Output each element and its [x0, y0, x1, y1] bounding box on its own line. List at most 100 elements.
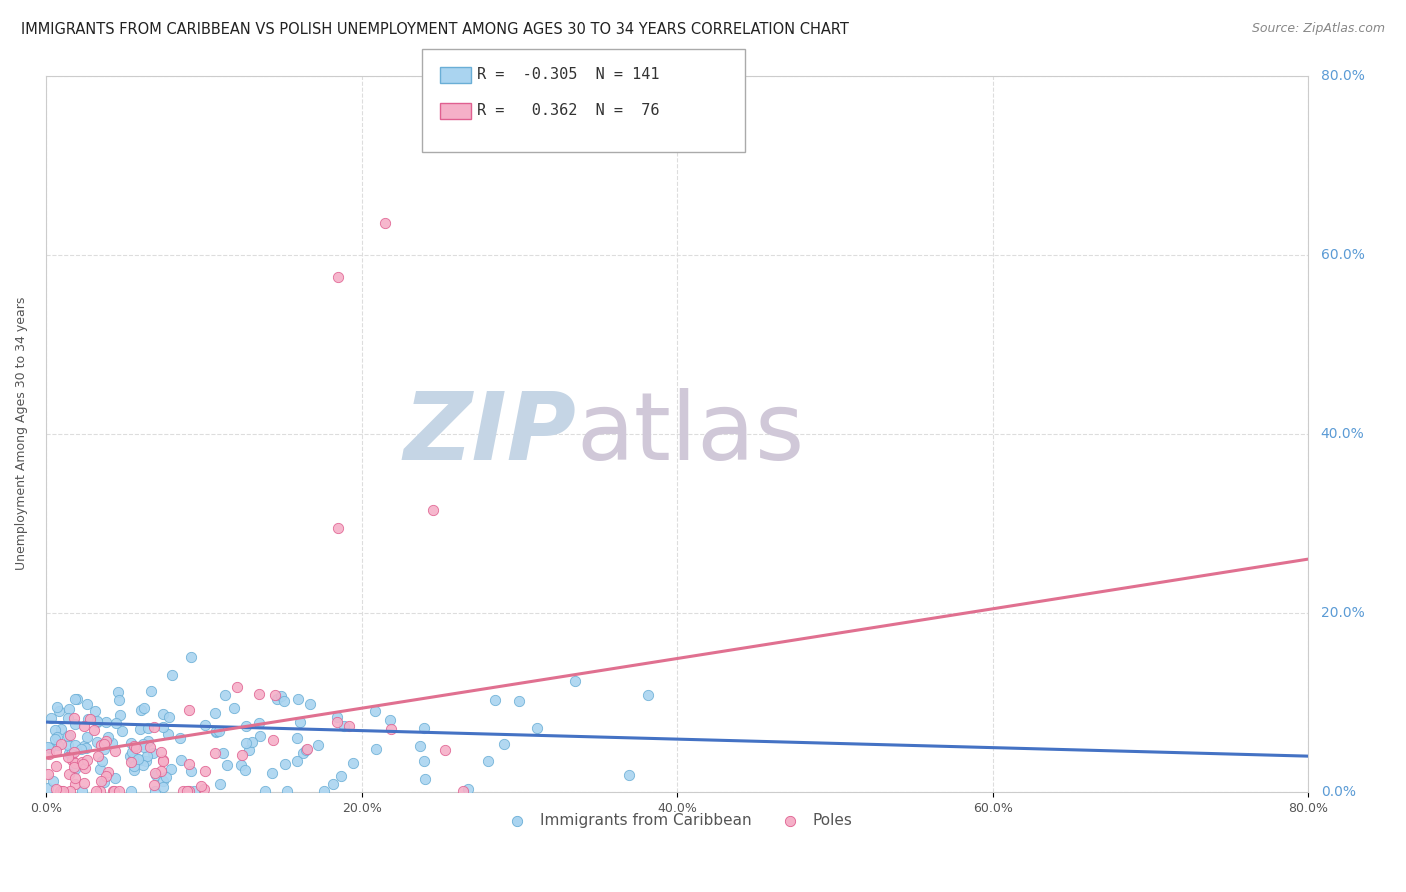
Point	[83, 723, 105, 738]
Point	[253, 784, 276, 798]
Point	[63, 738, 86, 752]
Point	[413, 755, 436, 769]
Point	[287, 691, 309, 706]
Point	[157, 709, 180, 723]
Point	[69, 742, 91, 756]
Point	[58, 711, 80, 725]
Point	[97, 731, 120, 745]
Point	[264, 688, 287, 702]
Point	[180, 764, 202, 778]
Point	[58, 767, 80, 781]
Point	[152, 753, 174, 767]
Point	[94, 769, 117, 783]
Point	[617, 768, 640, 782]
Point	[508, 693, 530, 707]
Point	[132, 737, 155, 751]
Point	[41, 774, 63, 789]
Point	[86, 735, 108, 749]
Point	[409, 739, 432, 753]
Point	[101, 736, 124, 750]
Y-axis label: Unemployment Among Ages 30 to 34 years: Unemployment Among Ages 30 to 34 years	[15, 297, 28, 570]
Point	[160, 667, 183, 681]
Point	[38, 747, 60, 761]
Point	[326, 521, 349, 535]
Point	[132, 758, 155, 772]
Point	[451, 784, 474, 798]
Point	[73, 761, 96, 775]
Point	[238, 742, 260, 756]
Point	[120, 748, 142, 763]
Point	[136, 721, 159, 735]
Point	[325, 714, 347, 729]
Point	[235, 736, 257, 750]
Point	[477, 754, 499, 768]
Point	[97, 764, 120, 779]
Point	[45, 700, 67, 714]
Point	[157, 727, 180, 741]
Point	[86, 714, 108, 729]
Point	[190, 779, 212, 793]
Point	[260, 765, 283, 780]
Point	[120, 784, 142, 798]
Point	[273, 694, 295, 708]
Point	[307, 739, 329, 753]
Point	[75, 741, 97, 756]
Point	[63, 716, 86, 731]
Point	[247, 687, 270, 701]
Point	[145, 784, 167, 798]
Point	[77, 713, 100, 727]
Point	[422, 503, 444, 517]
Point	[380, 714, 402, 728]
Point	[87, 748, 110, 763]
Point	[94, 715, 117, 730]
Point	[270, 689, 292, 703]
Point	[222, 701, 245, 715]
Point	[155, 770, 177, 784]
Point	[139, 740, 162, 755]
Point	[295, 742, 318, 756]
Point	[492, 737, 515, 751]
Point	[49, 784, 72, 798]
Point	[58, 702, 80, 716]
Point	[433, 743, 456, 757]
Text: IMMIGRANTS FROM CARIBBEAN VS POLISH UNEMPLOYMENT AMONG AGES 30 TO 34 YEARS CORRE: IMMIGRANTS FROM CARIBBEAN VS POLISH UNEM…	[21, 22, 849, 37]
Point	[176, 784, 198, 798]
Point	[125, 741, 148, 756]
Text: atlas: atlas	[576, 388, 804, 480]
Point	[152, 706, 174, 721]
Point	[291, 746, 314, 760]
Point	[380, 722, 402, 736]
Point	[150, 745, 173, 759]
Point	[45, 758, 67, 772]
Point	[326, 270, 349, 285]
Text: R =   0.362  N =  76: R = 0.362 N = 76	[477, 103, 659, 118]
Point	[37, 781, 59, 796]
Point	[637, 689, 659, 703]
Point	[70, 784, 93, 798]
Point	[143, 720, 166, 734]
Point	[104, 744, 127, 758]
Point	[45, 781, 67, 796]
Point	[240, 735, 263, 749]
Point	[63, 759, 86, 773]
Point	[46, 731, 69, 745]
Point	[93, 737, 115, 751]
Point	[217, 757, 239, 772]
Point	[285, 731, 308, 746]
Point	[134, 701, 156, 715]
Point	[177, 703, 200, 717]
Point	[170, 753, 193, 767]
Point	[59, 784, 82, 798]
Point	[63, 771, 86, 785]
Point	[52, 784, 75, 798]
Point	[212, 747, 235, 761]
Point	[177, 784, 200, 798]
Point	[564, 673, 586, 688]
Point	[322, 777, 344, 791]
Point	[125, 751, 148, 765]
Text: 0.0%: 0.0%	[1320, 785, 1355, 799]
Point	[37, 739, 59, 754]
Point	[179, 756, 201, 771]
Point	[183, 784, 205, 798]
Point	[63, 711, 86, 725]
